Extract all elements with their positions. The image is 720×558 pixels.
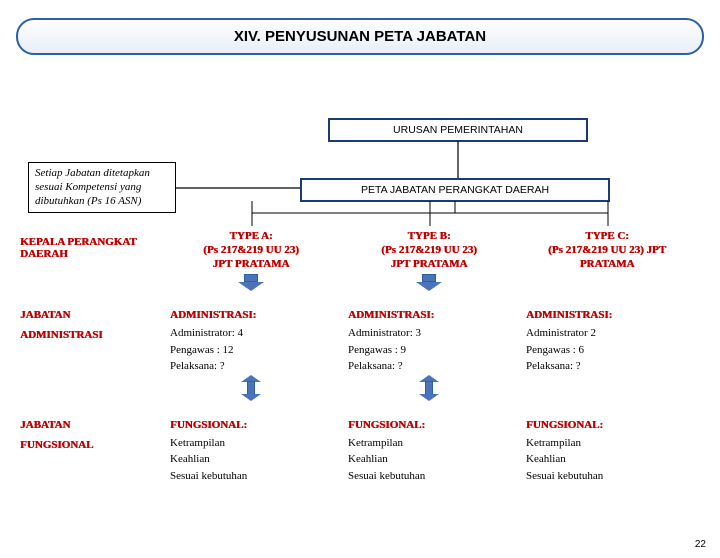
arrow-updown-icon [419,375,439,401]
type-b: TYPE B: (Ps 217&219 UU 23) JPT PRATAMA [340,228,518,295]
fung-b-1: Keahlian [348,451,510,468]
admin-b-1: Pengawas : 9 [348,342,510,359]
admin-head-c: ADMINISTRASI: [518,307,696,323]
type-c-l2: (Ps 217&219 UU 23) JPT PRATAMA [526,244,688,272]
admin-a-2: Pelaksana: ? [170,358,332,375]
admin-a-0: Administrator: 4 [170,325,332,342]
fung-c-0: Ketrampilan [526,435,688,452]
fung-b: Ketrampilan Keahlian Sesuai kebutuhan [340,433,518,487]
type-c: TYPE C: (Ps 217&219 UU 23) JPT PRATAMA [518,228,696,295]
type-a-l1: TYPE A: [170,230,332,244]
row-type: KEPALA PERANGKAT DAERAH TYPE A: (Ps 217&… [12,228,712,295]
box-urusan: URUSAN PEMERINTAHAN [328,118,588,142]
admin-b: Administrator: 3 Pengawas : 9 Pelaksana:… [340,323,518,403]
page-number: 22 [695,539,706,550]
page-title: XIV. PENYUSUNAN PETA JABATAN [16,18,704,55]
type-b-l1: TYPE B: [348,230,510,244]
row-admin: ADMINISTRASI Administrator: 4 Pengawas :… [12,323,712,403]
fung-c-1: Keahlian [526,451,688,468]
row-fung: FUNGSIONAL Ketrampilan Keahlian Sesuai k… [12,433,712,487]
fung-a: Ketrampilan Keahlian Sesuai kebutuhan [162,433,340,487]
arrow-updown-icon [241,375,261,401]
main-grid: KEPALA PERANGKAT DAERAH TYPE A: (Ps 217&… [12,228,712,486]
fung-head-c: FUNGSIONAL: [518,417,696,433]
row-admin-head: JABATAN ADMINISTRASI: ADMINISTRASI: ADMI… [12,307,712,323]
type-c-l1: TYPE C: [526,230,688,244]
type-a: TYPE A: (Ps 217&219 UU 23) JPT PRATAMA [162,228,340,295]
arrow-down-icon [416,274,442,290]
fung-head-b: FUNGSIONAL: [340,417,518,433]
admin-c-0: Administrator 2 [526,325,688,342]
type-a-l3: JPT PRATAMA [170,258,332,272]
admin-a-1: Pengawas : 12 [170,342,332,359]
side-fungsional: FUNGSIONAL [12,433,162,487]
type-b-l2: (Ps 217&219 UU 23) [348,244,510,258]
admin-a: Administrator: 4 Pengawas : 12 Pelaksana… [162,323,340,403]
box-peta-jabatan: PETA JABATAN PERANGKAT DAERAH [300,178,610,202]
fung-head-a: FUNGSIONAL: [162,417,340,433]
fung-b-2: Sesuai kebutuhan [348,468,510,485]
row-fung-head: JABATAN FUNGSIONAL: FUNGSIONAL: FUNGSION… [12,417,712,433]
admin-c-1: Pengawas : 6 [526,342,688,359]
arrow-down-icon [238,274,264,290]
admin-c: Administrator 2 Pengawas : 6 Pelaksana: … [518,323,696,403]
type-b-l3: JPT PRATAMA [348,258,510,272]
admin-b-2: Pelaksana: ? [348,358,510,375]
admin-b-0: Administrator: 3 [348,325,510,342]
admin-head-b: ADMINISTRASI: [340,307,518,323]
fung-b-0: Ketrampilan [348,435,510,452]
fung-c: Ketrampilan Keahlian Sesuai kebutuhan [518,433,696,487]
admin-head-a: ADMINISTRASI: [162,307,340,323]
fung-a-2: Sesuai kebutuhan [170,468,332,485]
admin-c-2: Pelaksana: ? [526,358,688,375]
note-box: Setiap Jabatan ditetapkan sesuai Kompete… [28,162,176,213]
type-a-l2: (Ps 217&219 UU 23) [170,244,332,258]
side-jabatan1: JABATAN [12,307,162,323]
fung-a-1: Keahlian [170,451,332,468]
fung-a-0: Ketrampilan [170,435,332,452]
side-administrasi: ADMINISTRASI [12,323,162,403]
side-jabatan2: JABATAN [12,417,162,433]
side-kepala: KEPALA PERANGKAT DAERAH [12,228,162,295]
fung-c-2: Sesuai kebutuhan [526,468,688,485]
